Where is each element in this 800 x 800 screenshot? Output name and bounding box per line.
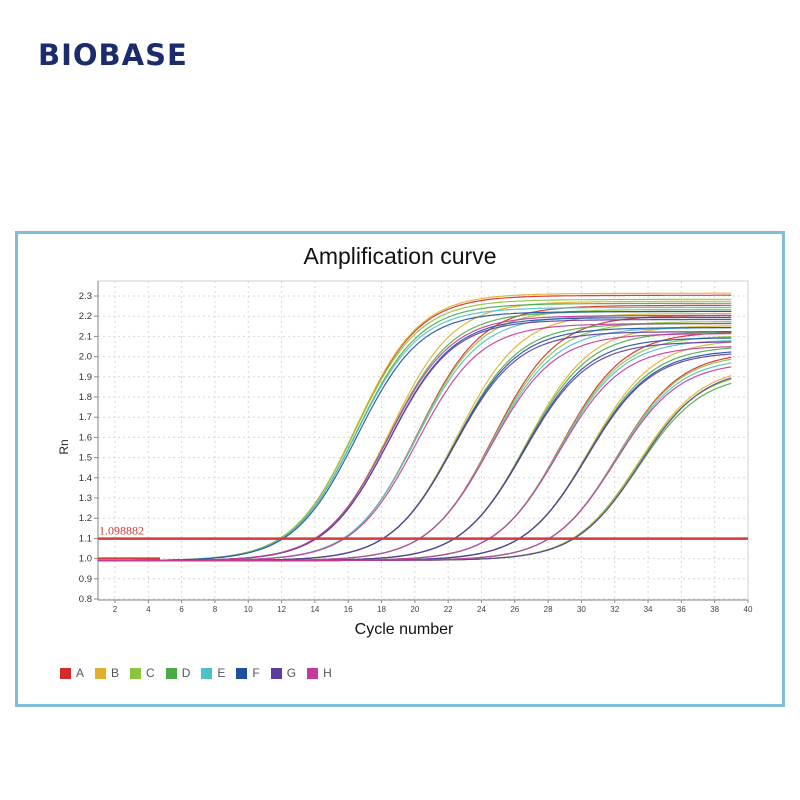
x-tick-label: 32 [610,605,619,614]
legend-swatch [95,667,107,679]
legend-swatch [165,667,177,679]
legend-label: D [181,666,191,680]
x-tick-label: 6 [179,605,184,614]
legend-item-d[interactable]: D [165,666,191,680]
legend-label: H [323,666,332,680]
x-tick-label: 18 [377,605,386,614]
x-tick-label: 40 [744,605,753,614]
legend-label: G [286,666,297,680]
x-tick-label: 24 [477,605,486,614]
x-tick-label: 28 [544,605,553,614]
y-tick-label: 1.0 [79,554,92,565]
y-tick-label: 0.8 [79,594,92,605]
y-tick-label: 1.2 [79,513,92,524]
curve-F [98,310,732,562]
x-tick-label: 8 [213,605,218,614]
x-tick-label: 38 [710,605,719,614]
threshold-line[interactable]: 1.098882 [98,524,748,560]
y-tick-label: 1.1 [79,533,92,544]
legend-swatch [307,667,319,679]
x-tick-label: 20 [410,605,419,614]
chart-legend: A B C D E F G H [60,666,343,680]
y-tick-label: 1.5 [79,453,92,464]
plot-grid [97,280,749,601]
y-tick-label: 1.7 [79,412,92,423]
x-tick-label: 16 [344,605,353,614]
y-tick-label: 2.2 [79,311,92,322]
x-tick-label: 30 [577,605,586,614]
legend-label: B [111,666,120,680]
biobase-logo: BIOBASE [38,38,188,72]
y-tick-label: 1.4 [79,473,92,484]
y-tick-label: 1.9 [79,372,92,383]
legend-swatch [201,667,213,679]
x-tick-label: 14 [310,605,319,614]
curve-H [98,366,732,562]
x-tick-label: 22 [444,605,453,614]
y-tick-label: 2.1 [79,331,92,342]
legend-label: E [217,666,226,680]
legend-swatch [236,667,248,679]
legend-swatch [130,667,142,679]
legend-item-b[interactable]: B [95,666,119,680]
x-axis-label: Cycle number [355,621,454,638]
legend-item-a[interactable]: A [60,666,84,680]
x-tick-label: 10 [244,605,253,614]
legend-label: A [76,666,85,680]
y-tick-label: 1.6 [79,432,92,443]
y-tick-label: 1.8 [79,392,92,403]
amplification-curves [98,292,732,562]
plot-axes: 2 4 6 8 10 12 14 16 18 20 22 24 26 28 30 32 34 36 38 400.80… [79,281,753,614]
legend-item-h[interactable]: H [307,666,332,680]
threshold-label: 1.098882 [99,524,144,538]
x-tick-label: 34 [644,605,653,614]
x-tick-label: 12 [277,605,286,614]
legend-item-f[interactable]: F [236,666,260,680]
x-tick-label: 26 [510,605,519,614]
y-tick-label: 0.9 [79,574,92,585]
legend-swatch [270,667,282,679]
legend-label: F [252,666,260,680]
x-tick-label: 36 [677,605,686,614]
legend-label: C [146,666,155,680]
y-tick-label: 2.3 [79,291,92,302]
legend-item-c[interactable]: C [130,666,155,680]
x-tick-label: 2 [113,605,118,614]
x-tick-label: 4 [146,605,151,614]
chart-title: Amplification curve [303,243,497,269]
legend-swatch [60,667,71,679]
legend-item-e[interactable]: E [201,666,225,680]
y-axis-label: Rn [57,439,71,454]
y-tick-label: 1.3 [79,493,92,504]
y-tick-label: 2.0 [79,352,92,363]
legend-item-g[interactable]: G [270,666,297,680]
